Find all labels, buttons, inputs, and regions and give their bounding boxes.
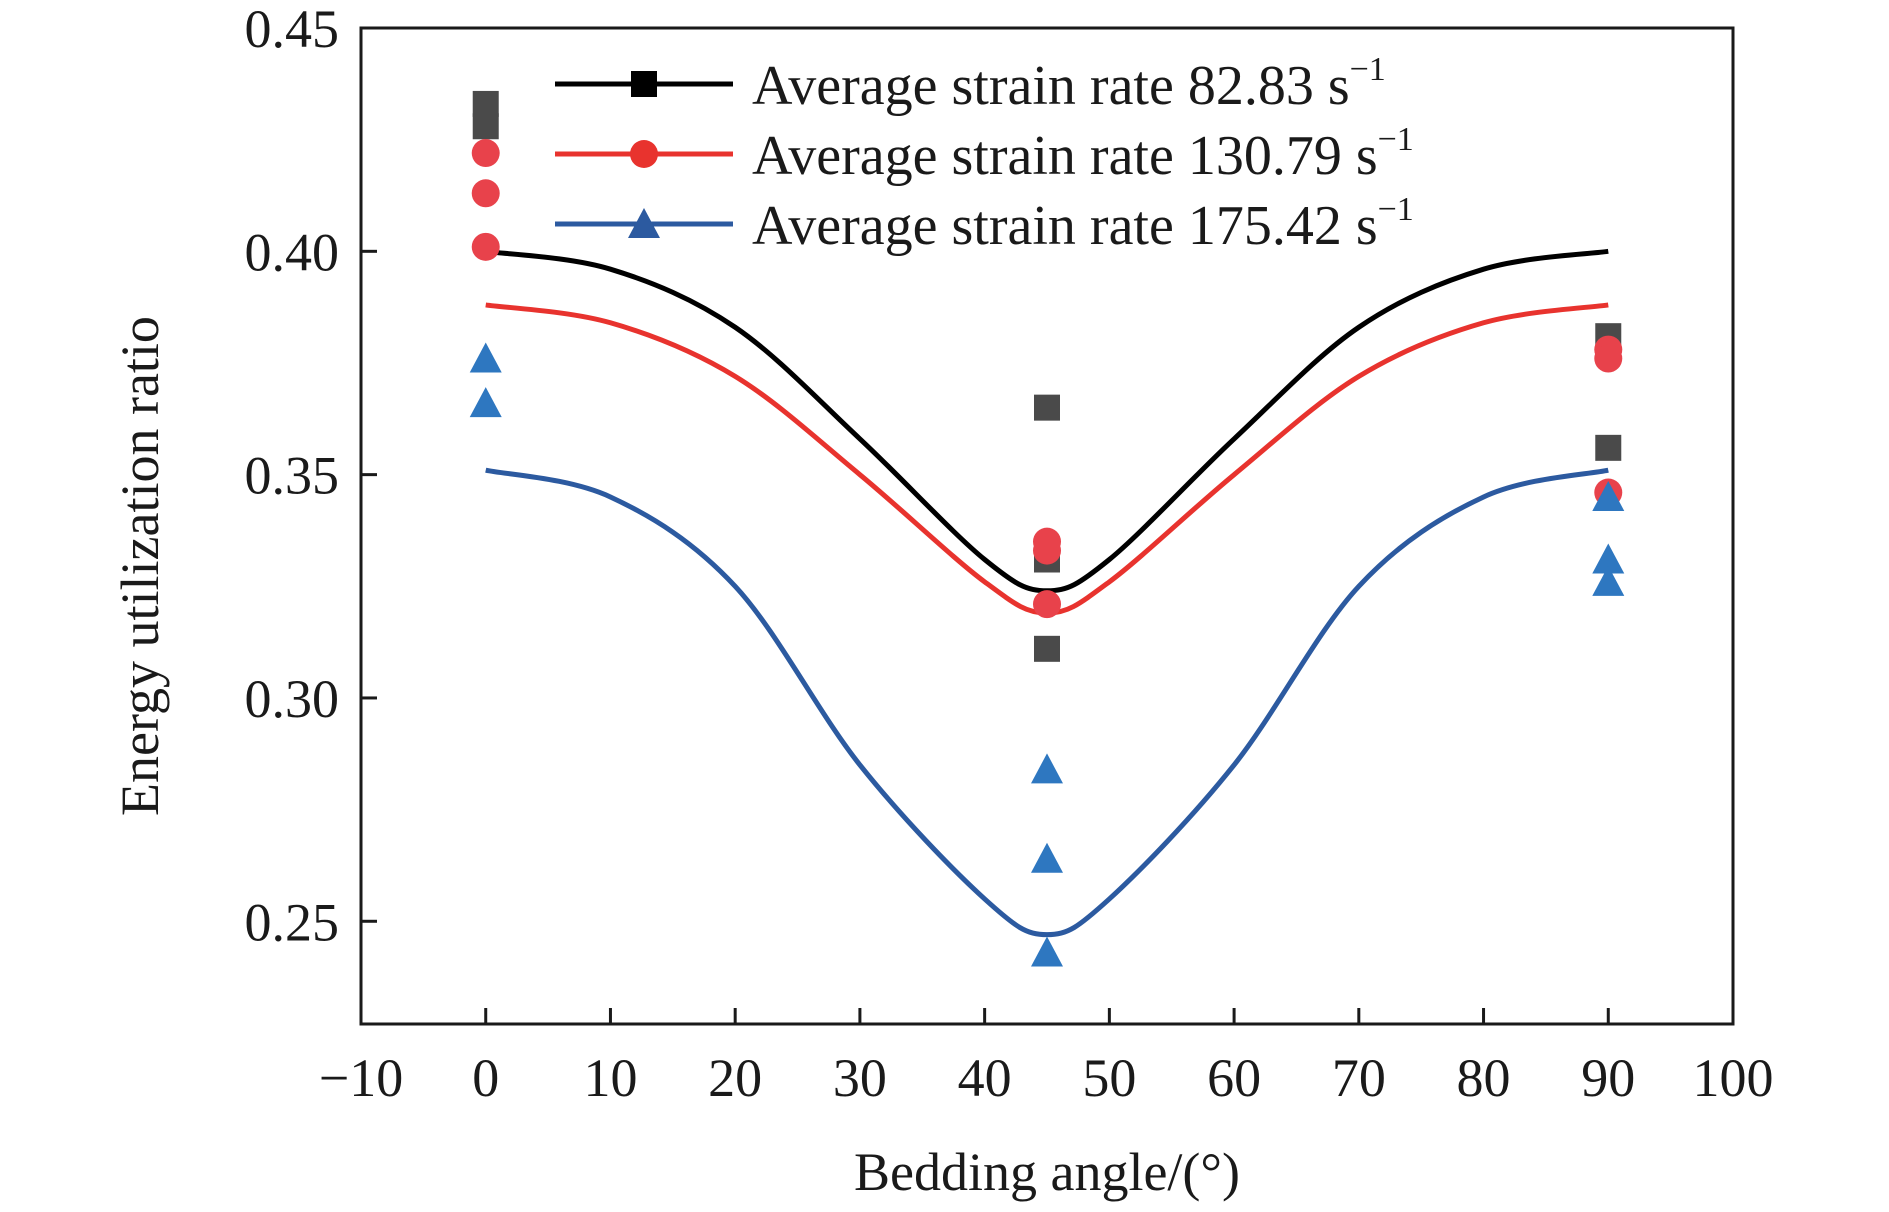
- y-axis-label: Energy utilization ratio: [110, 316, 170, 816]
- x-tick-label: 80: [1457, 1048, 1511, 1108]
- y-tick-label: 0.25: [245, 892, 340, 952]
- x-tick-label: 0: [472, 1048, 499, 1108]
- x-tick-label: 70: [1332, 1048, 1386, 1108]
- data-point-series-2: [1594, 344, 1623, 373]
- data-point-series-2: [471, 139, 500, 168]
- data-point-series-3: [1031, 842, 1063, 873]
- data-point-series-3: [469, 387, 502, 418]
- y-tick-label: 0.30: [245, 669, 340, 729]
- data-point-series-3: [1592, 480, 1625, 511]
- data-point-series-1: [472, 113, 499, 140]
- data-point-series-3: [1592, 565, 1625, 596]
- data-point-series-1: [1595, 434, 1622, 461]
- data-point-series-2: [1033, 536, 1061, 565]
- data-point-series-3: [1031, 936, 1063, 967]
- legend-label: Average strain rate 175.42 s−1: [752, 191, 1414, 257]
- x-tick-label: 90: [1581, 1048, 1635, 1108]
- legend-marker: [628, 208, 660, 238]
- x-axis-ticks: −10 0 10 20 30 40 50 60 70 80 90 100: [319, 1008, 1774, 1108]
- data-point-series-1: [1034, 635, 1060, 662]
- fit-line-series-3: [485, 467, 1609, 938]
- data-point-series-3: [469, 342, 502, 373]
- x-tick-label: 10: [583, 1048, 637, 1108]
- data-point-series-3: [1031, 753, 1063, 784]
- y-tick-label: 0.45: [245, 0, 340, 59]
- legend-label: Average strain rate 82.83 s−1: [752, 51, 1386, 117]
- legend-label: Average strain rate 130.79 s−1: [752, 121, 1414, 187]
- x-tick-label: 50: [1082, 1048, 1136, 1108]
- y-tick-label: 0.35: [245, 446, 340, 506]
- x-tick-label: 40: [958, 1048, 1012, 1108]
- legend-marker: [631, 71, 657, 97]
- data-point-series-3: [1592, 543, 1625, 574]
- x-tick-label: 20: [708, 1048, 762, 1108]
- y-axis-ticks: 0.25 0.30 0.35 0.40 0.45: [245, 0, 377, 952]
- data-point-series-2: [1033, 590, 1061, 619]
- y-tick-label: 0.40: [245, 222, 340, 282]
- data-point-series-2: [471, 232, 500, 261]
- x-tick-label: 100: [1693, 1048, 1774, 1108]
- plot-frame: [359, 26, 1735, 1026]
- data-point-series-1: [1034, 394, 1060, 421]
- legend-marker: [630, 140, 658, 168]
- x-tick-label: 60: [1207, 1048, 1261, 1108]
- x-tick-label: −10: [319, 1048, 403, 1108]
- data-point-series-1: [472, 90, 499, 117]
- data-point-series-2: [471, 179, 500, 208]
- data-points: [469, 90, 1625, 967]
- x-axis-label: Bedding angle/(°): [854, 1142, 1240, 1202]
- x-tick-label: 30: [833, 1048, 887, 1108]
